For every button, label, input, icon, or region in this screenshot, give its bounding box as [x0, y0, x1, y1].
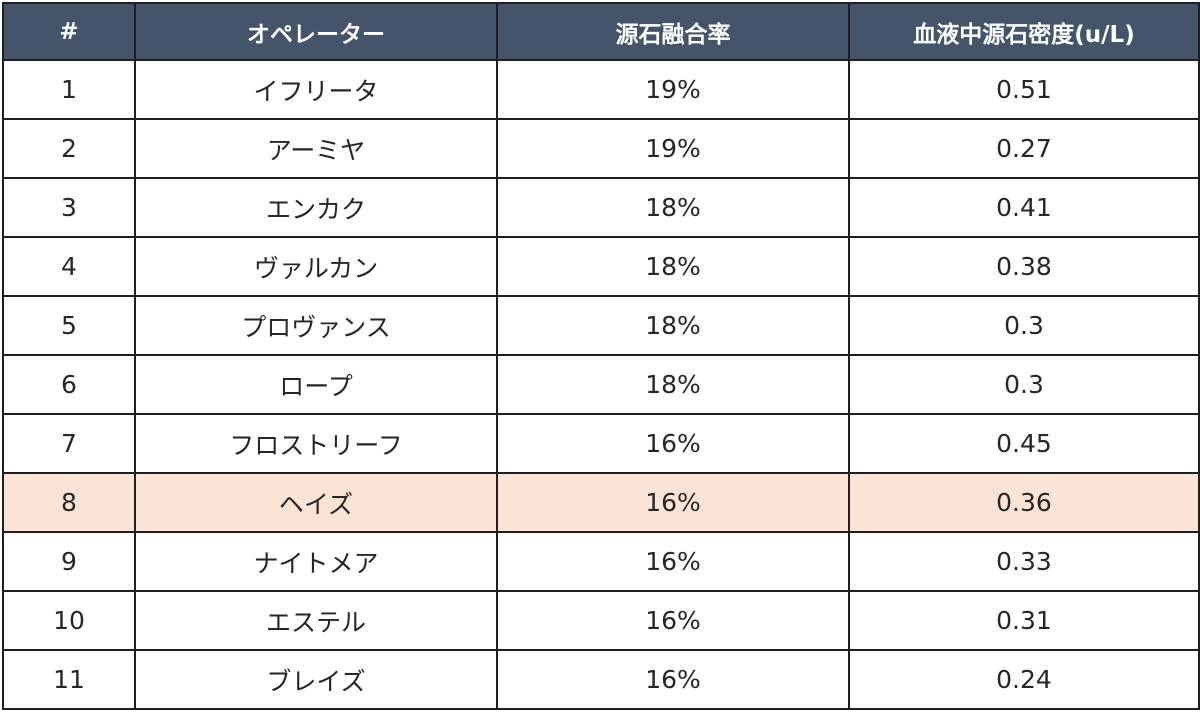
table-row: 3 エンカク 18% 0.41: [2, 177, 1200, 238]
table-header: # オペレーター 源石融合率 血液中源石密度(u/L): [2, 2, 1200, 61]
cell-number: 5: [2, 295, 136, 356]
cell-number: 4: [2, 236, 136, 297]
cell-operator: エンカク: [134, 177, 498, 238]
cell-operator: フロストリーフ: [134, 413, 498, 474]
cell-blood-density: 0.38: [848, 236, 1200, 297]
table-row: 4 ヴァルカン 18% 0.38: [2, 236, 1200, 297]
cell-blood-density: 0.41: [848, 177, 1200, 238]
cell-fusion-rate: 16%: [496, 413, 850, 474]
cell-blood-density: 0.27: [848, 118, 1200, 179]
cell-fusion-rate: 16%: [496, 590, 850, 651]
cell-operator: ヴァルカン: [134, 236, 498, 297]
cell-blood-density: 0.31: [848, 590, 1200, 651]
table-row: 5 プロヴァンス 18% 0.3: [2, 295, 1200, 356]
cell-operator: ヘイズ: [134, 472, 498, 533]
cell-blood-density: 0.24: [848, 649, 1200, 710]
cell-blood-density: 0.33: [848, 531, 1200, 592]
cell-blood-density: 0.51: [848, 59, 1200, 120]
cell-number: 7: [2, 413, 136, 474]
cell-number: 9: [2, 531, 136, 592]
cell-number: 2: [2, 118, 136, 179]
cell-fusion-rate: 16%: [496, 649, 850, 710]
cell-number: 3: [2, 177, 136, 238]
table-row: 9 ナイトメア 16% 0.33: [2, 531, 1200, 592]
cell-operator: アーミヤ: [134, 118, 498, 179]
cell-number: 10: [2, 590, 136, 651]
cell-operator: イフリータ: [134, 59, 498, 120]
cell-fusion-rate: 16%: [496, 472, 850, 533]
table-row: 11 ブレイズ 16% 0.24: [2, 649, 1200, 710]
cell-operator: エステル: [134, 590, 498, 651]
column-header-operator: オペレーター: [134, 2, 498, 61]
table-row: 8 ヘイズ 16% 0.36: [2, 472, 1200, 533]
table-row: 7 フロストリーフ 16% 0.45: [2, 413, 1200, 474]
table-row: 2 アーミヤ 19% 0.27: [2, 118, 1200, 179]
cell-number: 8: [2, 472, 136, 533]
cell-operator: ロープ: [134, 354, 498, 415]
cell-fusion-rate: 18%: [496, 295, 850, 356]
cell-fusion-rate: 19%: [496, 118, 850, 179]
cell-blood-density: 0.36: [848, 472, 1200, 533]
cell-fusion-rate: 19%: [496, 59, 850, 120]
table-body: 1 イフリータ 19% 0.51 2 アーミヤ 19% 0.27 3 エンカク 18% 0.41 4 ヴァ…: [2, 59, 1200, 710]
cell-operator: プロヴァンス: [134, 295, 498, 356]
cell-fusion-rate: 18%: [496, 236, 850, 297]
column-header-blood-density: 血液中源石密度(u/L): [848, 2, 1200, 61]
cell-fusion-rate: 18%: [496, 177, 850, 238]
cell-operator: ナイトメア: [134, 531, 498, 592]
cell-number: 6: [2, 354, 136, 415]
cell-blood-density: 0.3: [848, 354, 1200, 415]
column-header-number: #: [2, 2, 136, 61]
table-row: 6 ロープ 18% 0.3: [2, 354, 1200, 415]
cell-operator: ブレイズ: [134, 649, 498, 710]
cell-fusion-rate: 16%: [496, 531, 850, 592]
cell-blood-density: 0.3: [848, 295, 1200, 356]
header-row: # オペレーター 源石融合率 血液中源石密度(u/L): [2, 2, 1200, 61]
cell-number: 11: [2, 649, 136, 710]
cell-fusion-rate: 18%: [496, 354, 850, 415]
column-header-fusion-rate: 源石融合率: [496, 2, 850, 61]
cell-blood-density: 0.45: [848, 413, 1200, 474]
cell-number: 1: [2, 59, 136, 120]
table-row: 10 エステル 16% 0.31: [2, 590, 1200, 651]
table-row: 1 イフリータ 19% 0.51: [2, 59, 1200, 120]
